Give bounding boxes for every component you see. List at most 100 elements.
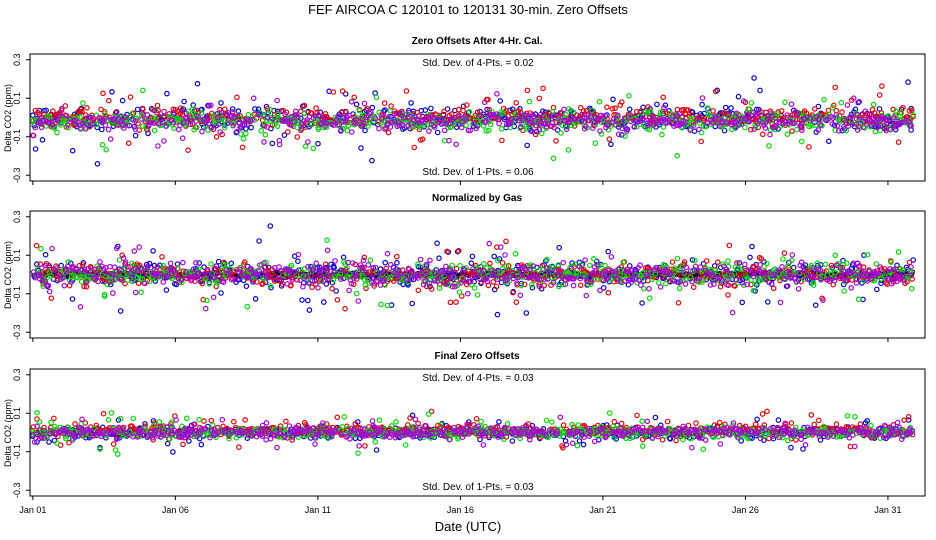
data-point-purple — [488, 111, 495, 118]
data-point-red — [550, 104, 557, 111]
data-point-blue — [751, 75, 757, 81]
data-point-green — [310, 145, 317, 152]
data-point-purple — [310, 115, 317, 122]
data-point-purple — [181, 120, 187, 126]
data-point-purple — [887, 126, 894, 133]
data-point-green — [275, 111, 281, 117]
data-point-purple — [730, 117, 737, 124]
data-point-blue — [358, 145, 364, 151]
data-point-purple — [372, 115, 379, 121]
data-point-purple — [561, 106, 567, 113]
data-point-purple — [376, 125, 382, 132]
data-point-red — [155, 107, 162, 114]
data-point-purple — [666, 117, 672, 124]
data-point-blue — [699, 101, 705, 108]
data-point-red — [487, 260, 493, 267]
data-point-red — [33, 242, 40, 249]
data-point-green — [240, 135, 247, 142]
data-point-purple — [794, 112, 801, 119]
data-point-green — [821, 96, 827, 103]
data-point-purple — [543, 123, 550, 130]
data-point-red — [789, 128, 795, 134]
data-point-purple — [193, 118, 199, 125]
data-point-purple — [382, 126, 388, 132]
data-point-purple — [618, 119, 625, 125]
data-point-blue — [229, 106, 236, 112]
data-point-purple — [107, 136, 114, 142]
data-point-blue — [626, 106, 633, 113]
data-point-green — [674, 255, 681, 262]
data-point-blue — [892, 126, 899, 133]
data-point-green — [138, 289, 144, 296]
data-point-purple — [647, 117, 654, 124]
data-point-purple — [170, 109, 177, 116]
data-point-blue — [281, 132, 288, 138]
data-point-blue — [94, 124, 101, 131]
data-point-purple — [582, 123, 589, 130]
data-point-red — [553, 138, 559, 144]
data-point-blue — [267, 223, 274, 229]
data-point-purple — [519, 117, 526, 124]
data-point-red — [839, 109, 845, 115]
data-point-red — [710, 108, 716, 114]
data-point-red — [185, 147, 191, 154]
data-point-purple — [396, 122, 403, 129]
data-point-green — [153, 116, 159, 122]
data-point-red — [879, 83, 885, 89]
data-point-blue — [315, 140, 321, 147]
data-point-green — [301, 110, 307, 117]
data-point-green — [647, 109, 654, 115]
data-point-purple — [536, 127, 543, 133]
data-point-purple — [765, 116, 771, 122]
data-point-purple — [255, 111, 261, 118]
data-point-purple — [96, 114, 103, 121]
data-point-green — [86, 121, 93, 127]
panel-1-x-ticks — [32, 181, 889, 185]
data-point-blue — [689, 257, 696, 263]
data-point-blue — [409, 300, 416, 307]
data-point-green — [657, 109, 664, 116]
data-point-purple — [856, 98, 863, 105]
data-point-purple — [391, 110, 398, 117]
data-point-green — [261, 121, 268, 127]
data-point-green — [512, 251, 519, 257]
y-tick-label: -0.1 — [12, 129, 22, 145]
data-point-purple — [538, 111, 544, 118]
data-point-purple — [120, 122, 127, 129]
data-point-blue — [32, 146, 39, 152]
data-point-green — [563, 111, 569, 118]
data-point-red — [364, 105, 370, 112]
data-point-red — [127, 94, 134, 100]
data-point-blue — [802, 262, 809, 268]
panel-1-frame — [29, 53, 926, 182]
data-point-purple — [71, 118, 78, 125]
data-point-blue — [342, 91, 349, 97]
data-point-blue — [196, 260, 203, 266]
data-point-purple — [601, 119, 607, 126]
data-point-red — [685, 107, 691, 113]
data-point-blue — [306, 307, 313, 313]
data-point-purple — [477, 112, 483, 118]
data-point-red — [490, 279, 497, 285]
data-point-purple — [230, 122, 236, 129]
data-point-purple — [144, 112, 151, 118]
y-tick-label: 0.1 — [12, 92, 22, 105]
data-point-blue — [248, 124, 255, 131]
data-point-purple — [850, 95, 857, 102]
data-point-green — [841, 288, 848, 294]
data-point-purple — [848, 114, 854, 120]
data-point-green — [365, 123, 371, 129]
data-point-blue — [69, 296, 76, 302]
data-point-blue — [605, 248, 612, 255]
data-point-purple — [594, 116, 601, 123]
data-point-purple — [547, 113, 554, 120]
data-point-green — [150, 115, 157, 121]
data-point-purple — [244, 121, 250, 128]
data-point-red — [811, 106, 818, 112]
data-point-red — [385, 129, 392, 136]
data-point-red — [609, 106, 616, 112]
data-point-purple — [728, 121, 734, 128]
data-point-red — [747, 126, 754, 133]
data-point-green — [184, 121, 190, 127]
data-point-purple — [361, 100, 368, 107]
